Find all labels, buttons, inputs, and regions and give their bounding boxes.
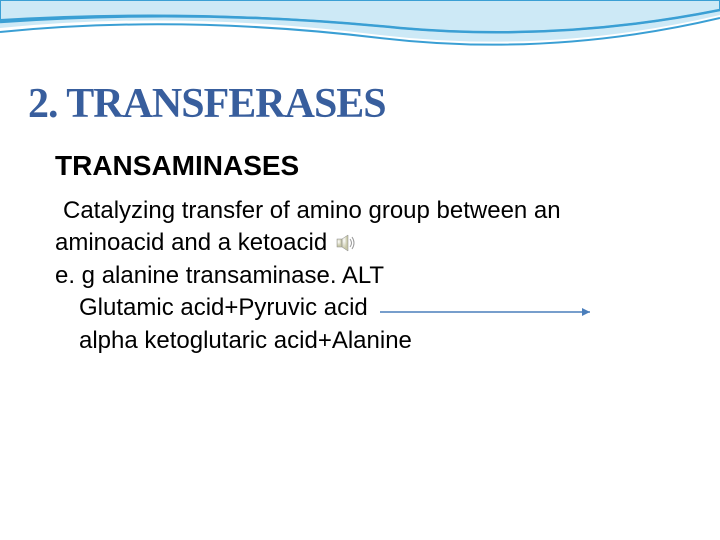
body-text: Catalyzing transfer of amino group betwe…: [55, 195, 665, 357]
body-line-2: aminoacid and a ketoacid: [55, 227, 665, 259]
body-line-1: Catalyzing transfer of amino group betwe…: [55, 195, 665, 227]
reaction-arrow: [380, 305, 600, 317]
body-line-3: e. g alanine transaminase. ALT: [55, 260, 665, 292]
slide-subtitle: TRANSAMINASES: [55, 150, 299, 182]
body-line-5: alpha ketoglutaric acid+Alanine: [55, 325, 665, 357]
speaker-icon[interactable]: [335, 232, 357, 254]
slide-title: 2. TRANSFERASES: [28, 80, 386, 128]
decorative-wave: [0, 0, 720, 80]
